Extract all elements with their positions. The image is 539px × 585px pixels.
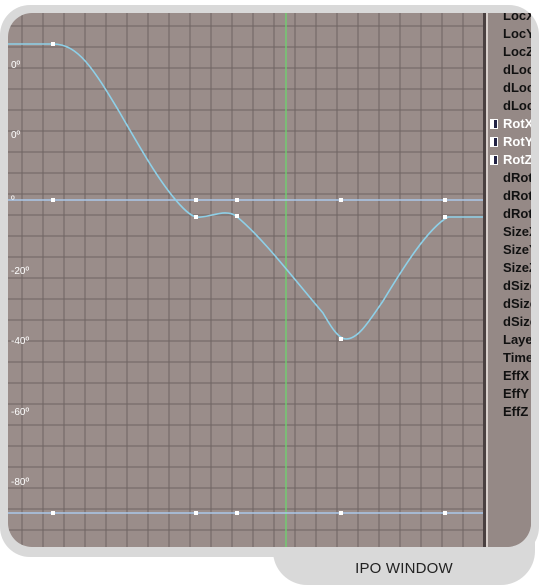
channel-label: dRotY <box>503 188 531 203</box>
channel-time[interactable]: Time <box>488 349 531 367</box>
channel-sizey[interactable]: SizeY <box>488 241 531 259</box>
channel-label: LocY <box>503 26 531 41</box>
ipo-curve-view[interactable]: 0º 0º º -20º -40º -60º -80º <box>8 13 483 547</box>
channel-locx[interactable]: LocX <box>488 13 531 25</box>
keyframe-point <box>51 42 55 46</box>
keyframe-point <box>443 198 447 202</box>
channel-drotz[interactable]: dRotZ <box>488 205 531 223</box>
channel-label: Layer <box>503 332 531 347</box>
channel-label: SizeX <box>503 224 531 239</box>
keyframe-point <box>235 198 239 202</box>
channel-label: dLocX <box>503 62 531 77</box>
channel-effx[interactable]: EffX <box>488 367 531 385</box>
channel-label: EffX <box>503 368 529 383</box>
channel-dlocy[interactable]: dLocY <box>488 79 531 97</box>
ipo-channel-list: LocX LocY LocZ dLocX dLocY dLocZ RotX RotY RotZ d… <box>488 13 531 547</box>
y-axis-label: -20º <box>11 266 30 277</box>
channel-sizex[interactable]: SizeX <box>488 223 531 241</box>
rot-channel-curve <box>8 43 483 340</box>
panel-divider-highlight <box>486 13 488 547</box>
channel-label: Time <box>503 350 531 365</box>
channel-label: EffY <box>503 386 529 401</box>
channel-droty[interactable]: dRotY <box>488 187 531 205</box>
channel-visibility-checkbox[interactable] <box>490 155 498 165</box>
keyframe-point <box>235 511 239 515</box>
channel-label: dRotZ <box>503 206 531 221</box>
channel-label: LocX <box>503 13 531 23</box>
keyframe-point <box>194 215 198 219</box>
channel-visibility-checkbox[interactable] <box>490 137 498 147</box>
channel-label: dSizeZ <box>503 314 531 329</box>
channel-drotx[interactable]: dRotX <box>488 169 531 187</box>
y-axis-label: 0º <box>11 60 21 71</box>
channel-roty[interactable]: RotY <box>488 133 531 151</box>
keyframe-point <box>339 337 343 341</box>
keyframe-point <box>194 511 198 515</box>
channel-label: LocZ <box>503 44 531 59</box>
channel-label: dLocZ <box>503 98 531 113</box>
channel-sizez[interactable]: SizeZ <box>488 259 531 277</box>
channel-rotx[interactable]: RotX <box>488 115 531 133</box>
channel-label: dSizeY <box>503 296 531 311</box>
channel-dlocx[interactable]: dLocX <box>488 61 531 79</box>
keyframe-point <box>443 215 447 219</box>
ipo-window: 0º 0º º -20º -40º -60º -80º LocX LocY LocZ… <box>8 13 531 547</box>
ipo-window-caption: IPO WINDOW <box>355 560 453 577</box>
panel-divider <box>483 13 486 547</box>
y-axis-label: º <box>11 195 15 206</box>
y-axis-label: -40º <box>11 336 30 347</box>
keyframe-point <box>443 511 447 515</box>
channel-label: SizeY <box>503 242 531 257</box>
channel-label: RotZ <box>503 152 531 167</box>
channel-dsizey[interactable]: dSizeY <box>488 295 531 313</box>
keyframe-point <box>339 511 343 515</box>
channel-label: RotY <box>503 134 531 149</box>
y-axis-label: -80º <box>11 477 30 488</box>
channel-visibility-checkbox[interactable] <box>490 119 498 129</box>
keyframe-point <box>194 198 198 202</box>
channel-label: EffZ <box>503 404 529 419</box>
y-axis-label: 0º <box>11 130 21 141</box>
channel-locy[interactable]: LocY <box>488 25 531 43</box>
keyframe-point <box>339 198 343 202</box>
channel-label: dSizeX <box>503 278 531 293</box>
channel-label: dLocY <box>503 80 531 95</box>
channel-layer[interactable]: Layer <box>488 331 531 349</box>
channel-dsizez[interactable]: dSizeZ <box>488 313 531 331</box>
curve-canvas[interactable] <box>8 13 483 547</box>
channel-label: SizeZ <box>503 260 531 275</box>
keyframe-point <box>51 198 55 202</box>
channel-effz[interactable]: EffZ <box>488 403 531 421</box>
keyframe-point <box>51 511 55 515</box>
y-axis-label: -60º <box>11 407 30 418</box>
keyframe-point <box>235 214 239 218</box>
channel-dlocz[interactable]: dLocZ <box>488 97 531 115</box>
channel-label: dRotX <box>503 170 531 185</box>
channel-dsizex[interactable]: dSizeX <box>488 277 531 295</box>
channel-label: RotX <box>503 116 531 131</box>
channel-rotz[interactable]: RotZ <box>488 151 531 169</box>
channel-locz[interactable]: LocZ <box>488 43 531 61</box>
channel-effy[interactable]: EffY <box>488 385 531 403</box>
